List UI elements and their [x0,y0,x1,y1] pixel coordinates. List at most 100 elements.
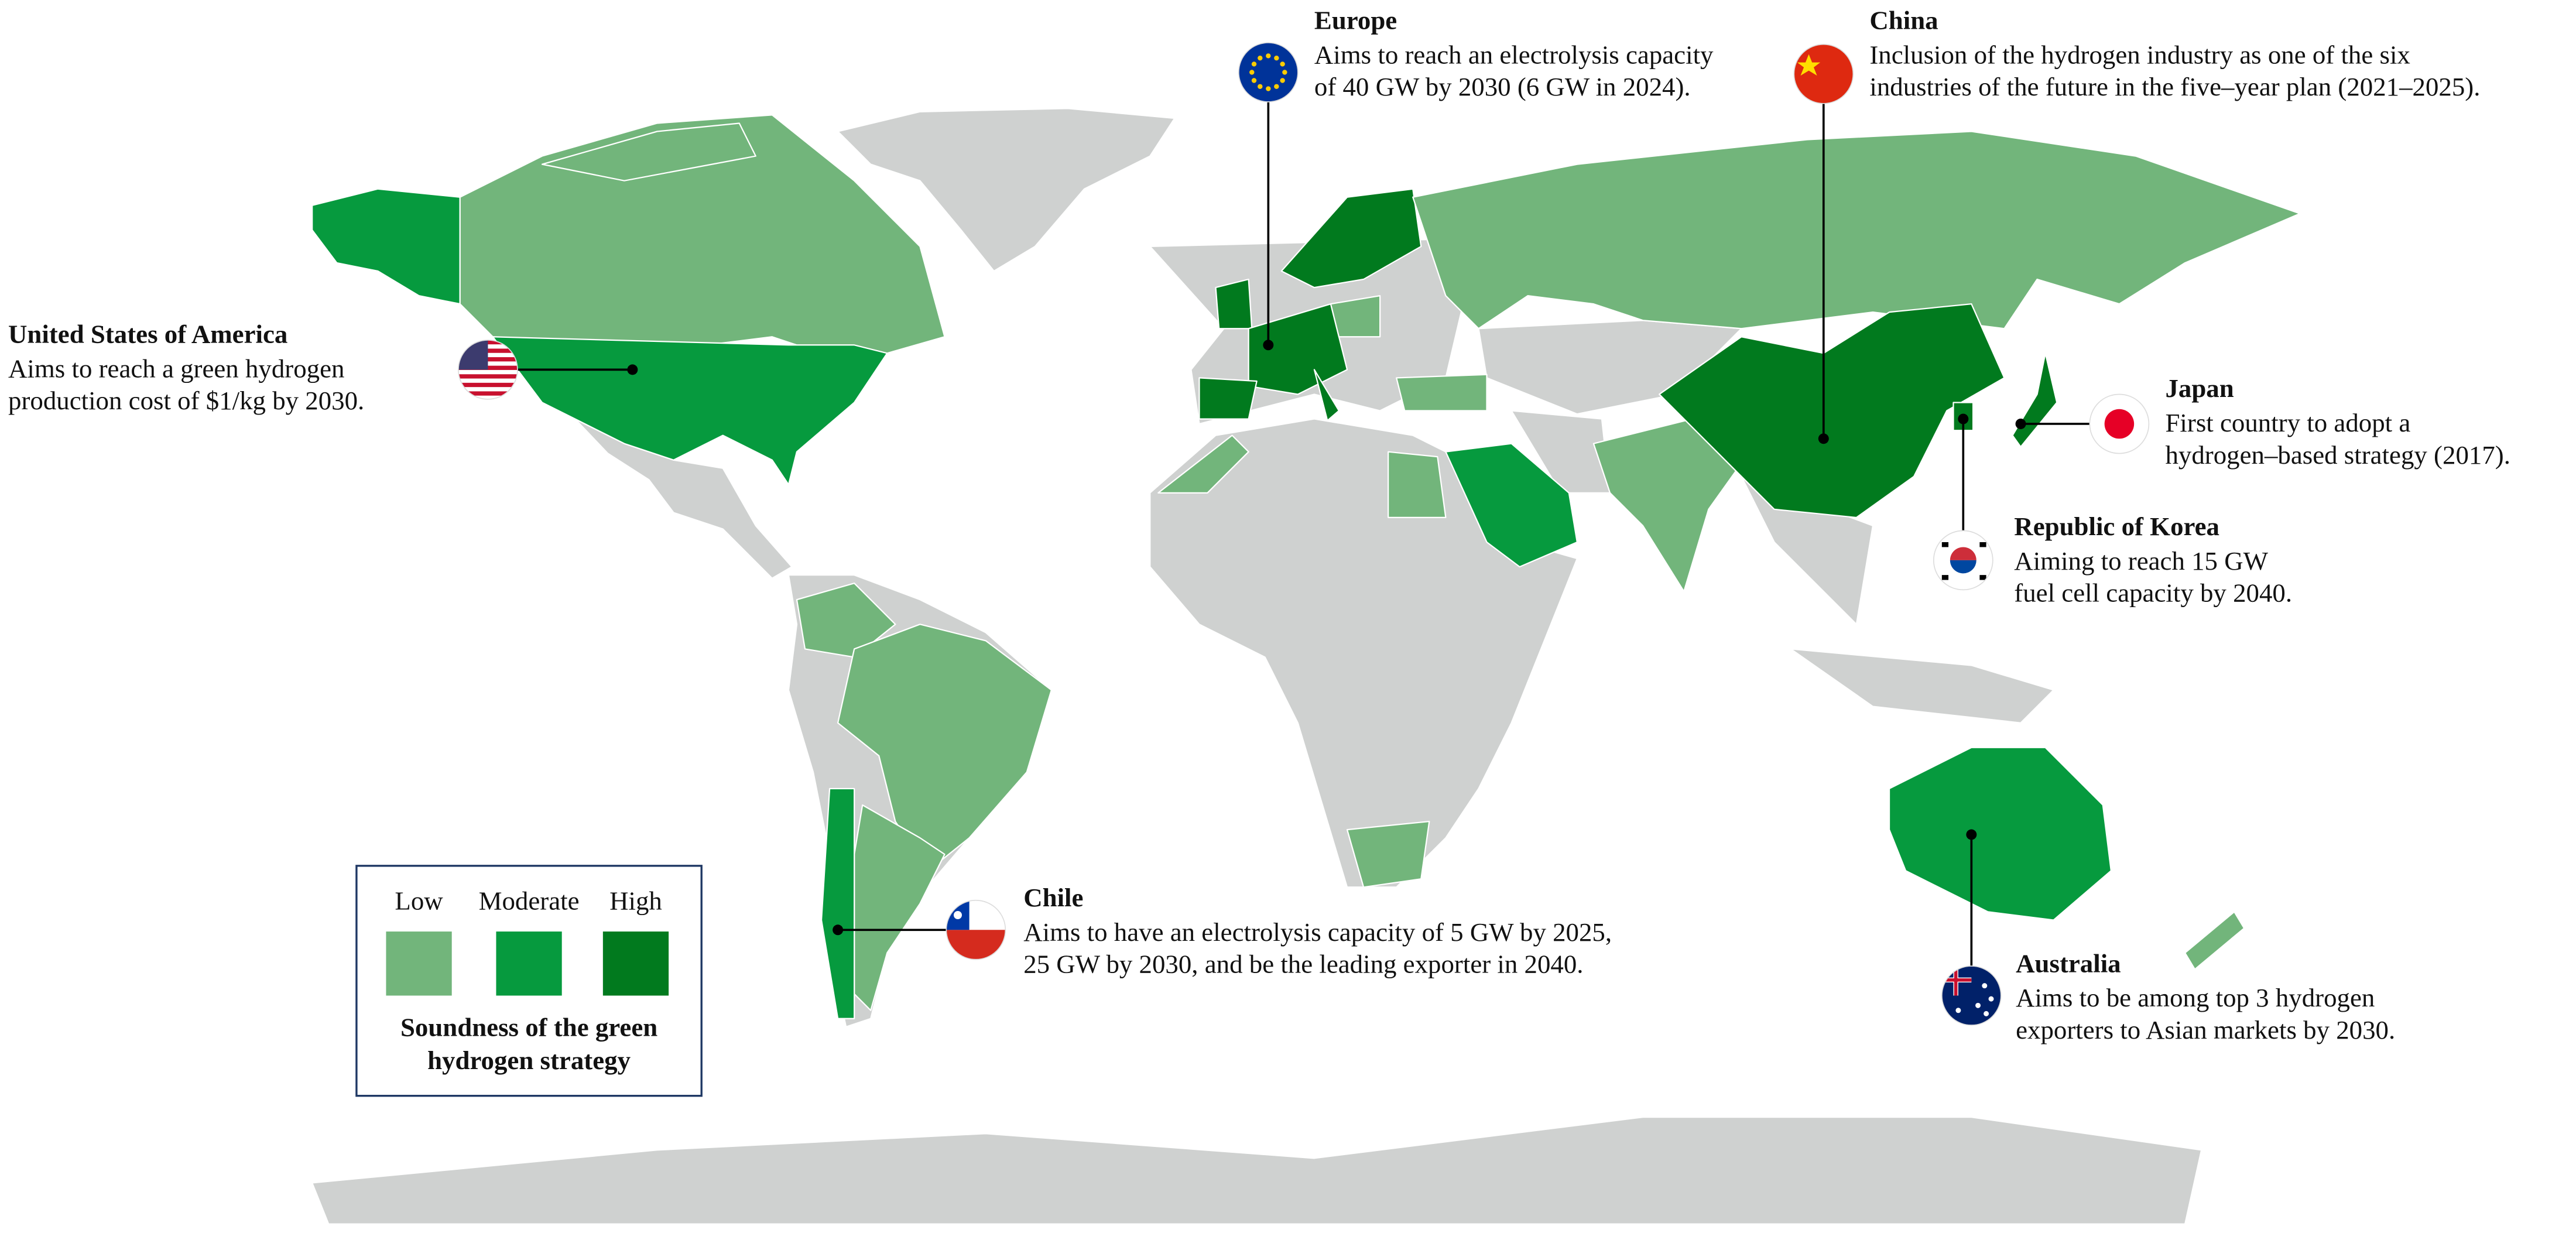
flag-part [1280,61,1285,67]
flag-part [1984,1011,1989,1016]
flag-outline [1793,43,1854,104]
flag-part [1258,84,1263,89]
flag-part [1954,966,1958,996]
annotation-title: Europe [1314,6,1397,35]
spain [1198,377,1258,420]
flag-part [1988,996,1994,1002]
flag [458,340,518,399]
chile [820,787,855,1019]
italy [1313,369,1340,422]
flag-part [1249,70,1255,75]
flag [1238,42,1298,102]
flag-icon [458,340,518,400]
arctic-islands [541,122,756,181]
flag-outline [1933,530,1993,591]
annotation: Chile Aims to have an electrolysis capaci… [833,883,1612,979]
annotation: Republic of Korea Aiming to reach 15 GWfu… [1933,413,2292,608]
legend-swatch [602,931,669,996]
annotation-text: Aims to reach an electrolysis capacity [1314,40,1714,70]
legend-title: Soundness of the green [400,1013,657,1042]
annotation-title: Republic of Korea [2014,512,2219,541]
annotation-text: of 40 GW by 2030 (6 GW in 2024). [1314,72,1691,101]
alaska [311,188,461,305]
flag-part [1982,983,1988,989]
flag [1794,44,1854,104]
flag-part [1941,575,1949,580]
poland [1330,294,1381,338]
annotation: United States of America Aims to reach a … [8,320,638,415]
flag-part [946,930,1006,960]
flag-part [1282,70,1287,75]
flag-outline [1941,965,2002,1026]
annotation-text: hydrogen–based strategy (2017). [2165,440,2510,470]
annotation-title: Chile [1023,883,1083,912]
annotations: United States of America Aims to reach a … [8,6,2510,1044]
annotation-text: Inclusion of the hydrogen industry as on… [1869,40,2410,70]
legend: Low Moderate High Soundness of the green hyd… [355,865,703,1097]
flag-part [1280,78,1285,83]
saudi-arabia [1445,443,1578,568]
legend-swatch [496,931,562,996]
flag-icon [1933,530,1993,591]
leader-dot [627,364,638,375]
flag-part [2104,409,2135,439]
flag-part [1955,1008,1961,1013]
france-germany [1248,303,1348,395]
annotation-text: 25 GW by 2030, and be the leading export… [1023,950,1583,979]
japan [2012,352,2058,448]
egypt [1388,451,1447,519]
indonesia [1790,648,2054,724]
flag-outline [946,899,1006,960]
flag-part [1794,44,1854,104]
flag-icon [1793,43,1854,104]
flag-icon [1941,965,2002,1026]
annotation: Australia Aims to be among top 3 hydrogen… [1941,829,2395,1044]
annotation-text: production cost of $1/kg by 2030. [8,386,364,415]
flag-part [1797,54,1821,76]
flag-icon [2089,393,2150,454]
turkey [1396,374,1488,412]
flag-part [1238,42,1298,102]
annotation-text: exporters to Asian markets by 2030. [2016,1015,2395,1044]
flag-part [1979,575,1986,580]
annotation-title: Australia [2016,948,2121,978]
flag-part [458,391,518,396]
annotation-text: First country to adopt a [2165,408,2410,437]
antarctica [311,1116,2202,1225]
legend-label: Moderate [479,886,580,916]
flag-icon [1238,42,1299,102]
flag-part [1251,78,1257,83]
world-map [311,108,2301,1225]
flag-outline [1238,42,1299,102]
leader-dot [2015,419,2026,429]
legend-label: Low [395,886,443,916]
annotation-text: Aims to be among top 3 hydrogen [2016,983,2375,1012]
flag-outline [458,340,518,400]
annotation: China Inclusion of the hydrogen industry … [1793,6,2480,444]
legend-title: hydrogen strategy [427,1046,631,1075]
annotation-text: fuel cell capacity by 2040. [2014,578,2292,608]
flag-part [1274,84,1279,89]
leader-dot [1263,340,1274,351]
flag [1933,530,1993,590]
flag-part [1251,61,1257,67]
new-zealand [2184,911,2245,970]
flag-part [1950,547,1976,560]
morocco [1157,434,1249,494]
africa [1149,418,1578,888]
legend-swatch [386,931,452,996]
legend-label: High [609,886,662,916]
flag-part [458,382,518,388]
annotation-text: Aims to have an electrolysis capacity of… [1023,917,1612,947]
annotation-title: Japan [2165,374,2234,403]
annotation-text: industries of the future in the five–yea… [1869,72,2480,101]
flag-part [1274,55,1279,61]
flag [2089,394,2149,454]
leader-dot [1958,413,1969,424]
flag-part [953,910,962,920]
annotation: Europe Aims to reach an electrolysis capa… [1238,6,1714,351]
flag-part [1950,560,1976,574]
flag-part [1266,53,1271,59]
